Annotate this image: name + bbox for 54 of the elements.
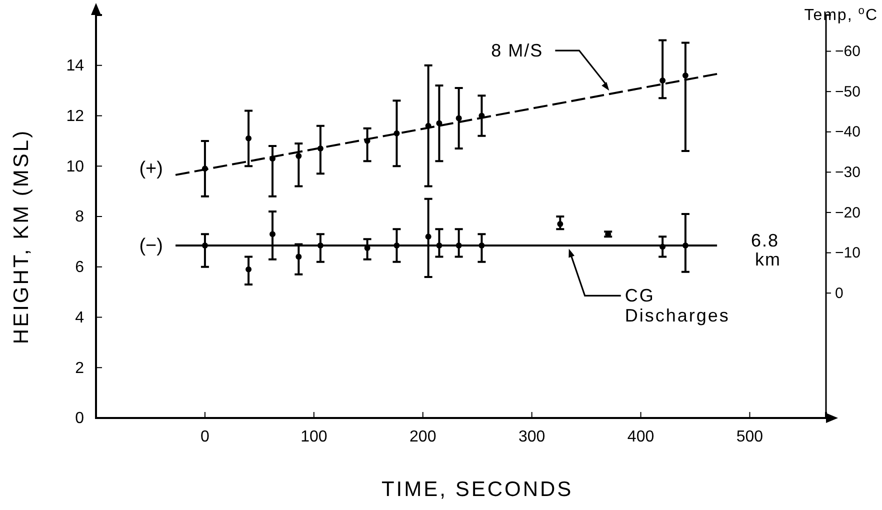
y-tick-label: 2: [75, 360, 84, 377]
point: [317, 242, 324, 248]
point: [296, 254, 302, 260]
point: [660, 77, 666, 84]
y-tick-label: 8: [75, 208, 84, 226]
point: [425, 234, 432, 240]
point: [394, 130, 400, 136]
point: [557, 221, 564, 228]
point: [202, 166, 208, 172]
x-tick-label: 300: [518, 428, 546, 446]
y-tick-label: 12: [66, 108, 84, 125]
y2-tick-label: −50: [835, 83, 860, 100]
point: [682, 242, 688, 248]
x-tick-label: 0: [200, 428, 210, 446]
x-tick-label: 100: [300, 428, 328, 446]
y-tick-label: 0: [75, 410, 84, 428]
point: [296, 153, 302, 160]
point: [246, 266, 252, 272]
x-tick-label: 400: [627, 428, 654, 446]
y-tick-label: 4: [75, 309, 84, 326]
point: [436, 242, 442, 248]
point: [660, 244, 666, 250]
point: [682, 72, 688, 78]
y-axis-title: HEIGHT, KM (MSL): [10, 128, 33, 344]
y2-axis-title: Temp, $^{o}$C: [804, 5, 878, 24]
x-axis-title: TIME, SECONDS: [382, 478, 574, 501]
y-tick-label: 10: [66, 158, 84, 176]
legend-label: (+): [139, 158, 163, 180]
y-tick-label: 6: [75, 258, 84, 276]
point: [246, 135, 252, 142]
point: [425, 122, 432, 129]
point: [270, 231, 276, 238]
y2-tick-label: −20: [835, 204, 860, 222]
point: [456, 115, 462, 122]
x-tick-label: 500: [736, 428, 764, 446]
point: [270, 156, 276, 162]
point: [317, 145, 324, 152]
y2-tick-label: −10: [835, 244, 860, 262]
point: [478, 242, 485, 248]
annotation: 6.8 km: [751, 230, 782, 270]
y-tick-label: 14: [66, 57, 84, 74]
point: [202, 242, 208, 248]
annotation: 8 M/S: [491, 40, 544, 61]
text: (−): [139, 235, 163, 256]
x-tick-label: 200: [410, 428, 436, 446]
annotation: CG Discharges: [624, 286, 730, 326]
point: [364, 138, 370, 144]
y2-tick-label: 0: [835, 284, 844, 302]
y2-tick-label: −60: [835, 43, 860, 60]
point: [394, 242, 400, 248]
point: [436, 120, 442, 126]
point: [456, 242, 462, 248]
y2-tick-label: −40: [835, 124, 860, 141]
y2-tick-label: −30: [835, 164, 860, 181]
